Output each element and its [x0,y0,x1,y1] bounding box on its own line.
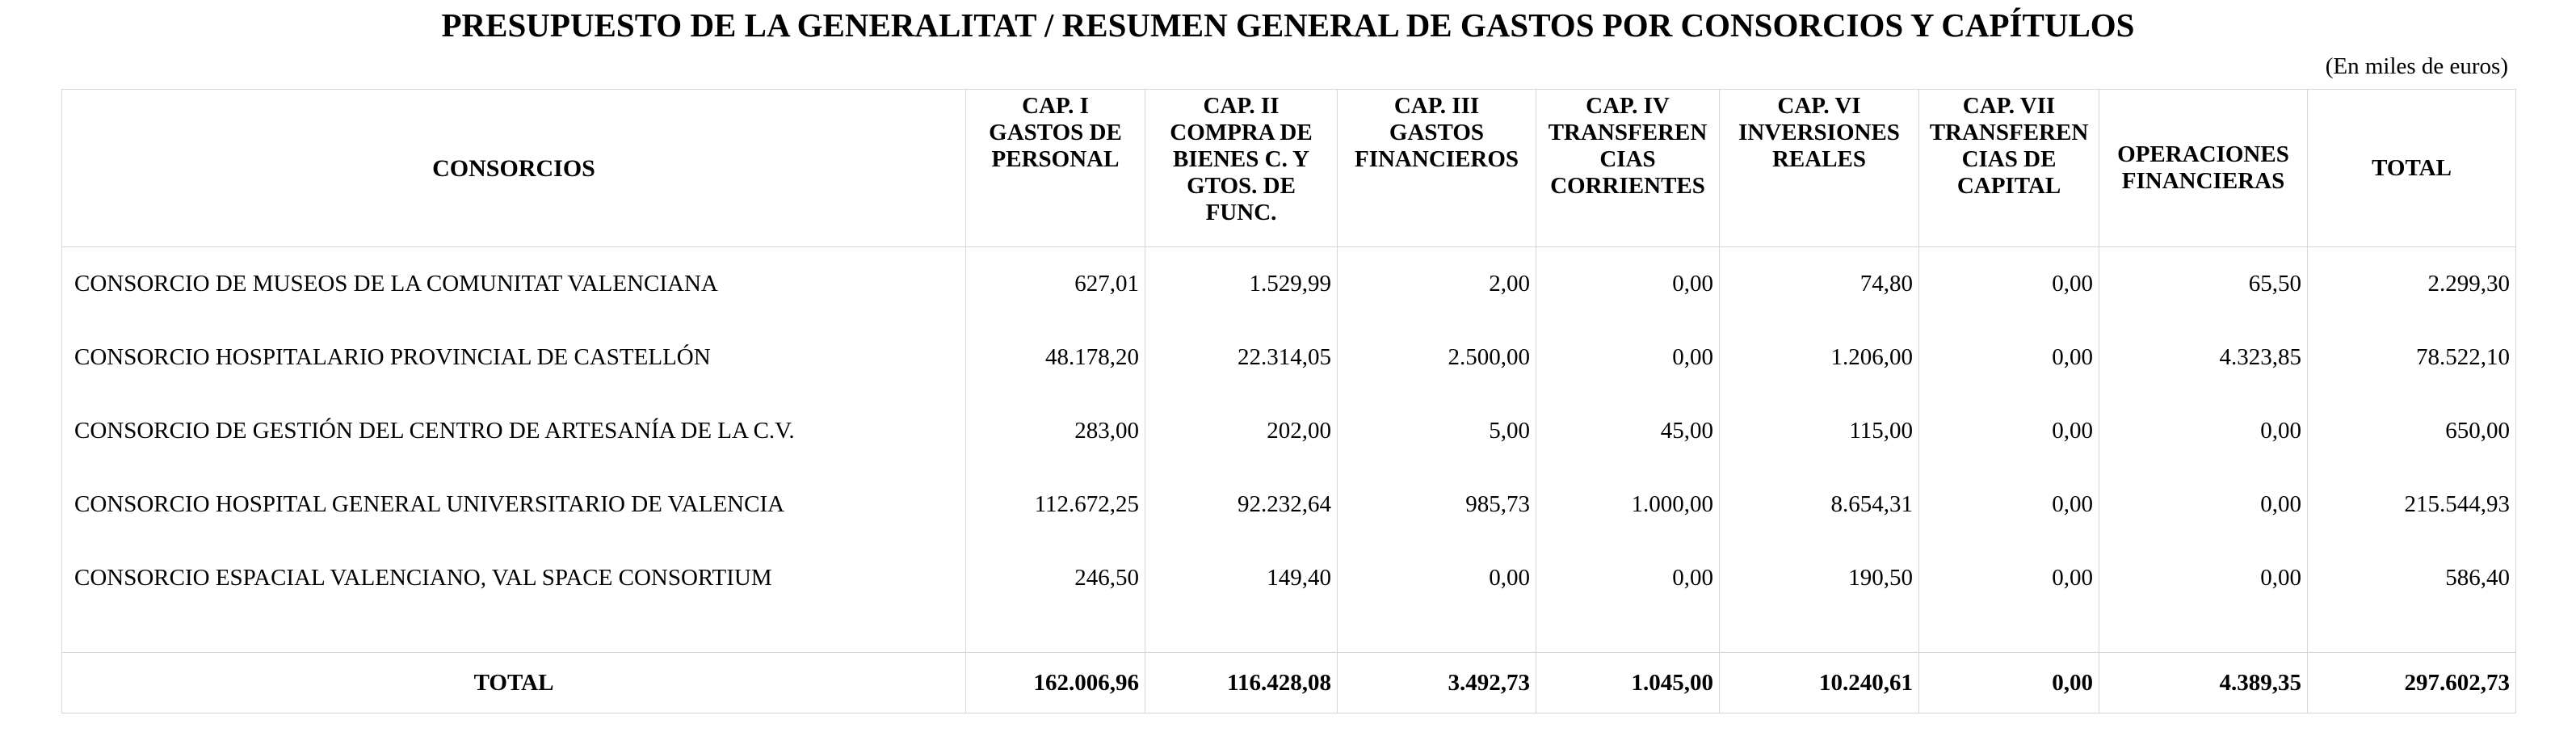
cell-cap2: 202,00 [1145,394,1338,468]
cell-cap3: 2.500,00 [1337,321,1536,394]
table-row: CONSORCIO HOSPITAL GENERAL UNIVERSITARIO… [61,468,2516,541]
header-total: TOTAL [2307,89,2516,247]
table-row: CONSORCIO ESPACIAL VALENCIANO, VAL SPACE… [61,541,2516,615]
units-note: (En miles de euros) [2325,53,2508,79]
cell-cap3: 5,00 [1337,394,1536,468]
row-name: CONSORCIO HOSPITAL GENERAL UNIVERSITARIO… [61,468,966,541]
total-cap1: 162.006,96 [965,652,1145,713]
total-opfin: 4.389,35 [2099,652,2308,713]
cell-cap6: 74,80 [1719,246,1919,321]
header-cap3: CAP. III GASTOS FINANCIEROS [1337,89,1536,247]
table-row: CONSORCIO DE GESTIÓN DEL CENTRO DE ARTES… [61,394,2516,468]
cell-total: 215.544,93 [2307,468,2516,541]
total-cap4: 1.045,00 [1536,652,1720,713]
cell-cap6: 8.654,31 [1719,468,1919,541]
row-name: CONSORCIO DE MUSEOS DE LA COMUNITAT VALE… [61,246,966,321]
spacer-cell [1536,615,1720,653]
cell-total: 650,00 [2307,394,2516,468]
cell-cap6: 1.206,00 [1719,321,1919,394]
spacer-cell [2307,615,2516,653]
total-cap7: 0,00 [1918,652,2099,713]
header-cap1: CAP. I GASTOS DE PERSONAL [965,89,1145,247]
spacer-cell [1145,615,1338,653]
cell-cap1: 48.178,20 [965,321,1145,394]
cell-cap2: 1.529,99 [1145,246,1338,321]
page-title: PRESUPUESTO DE LA GENERALITAT / RESUMEN … [441,6,2135,44]
cell-cap7: 0,00 [1918,468,2099,541]
header-row: CONSORCIOS CAP. I GASTOS DE PERSONAL CAP… [61,89,2516,247]
header-cap2: CAP. II COMPRA DE BIENES C. Y GTOS. DE F… [1145,89,1338,247]
header-operaciones-financieras: OPERACIONES FINANCIERAS [2099,89,2308,247]
cell-cap4: 1.000,00 [1536,468,1720,541]
cell-opfin: 65,50 [2099,246,2308,321]
total-cap2: 116.428,08 [1145,652,1338,713]
cell-cap4: 0,00 [1536,321,1720,394]
cell-cap6: 190,50 [1719,541,1919,615]
cell-cap7: 0,00 [1918,394,2099,468]
cell-cap2: 92.232,64 [1145,468,1338,541]
cell-total: 78.522,10 [2307,321,2516,394]
spacer-cell [965,615,1145,653]
cell-cap7: 0,00 [1918,541,2099,615]
total-total: 297.602,73 [2307,652,2516,713]
table-row: CONSORCIO DE MUSEOS DE LA COMUNITAT VALE… [61,246,2516,321]
table-row: CONSORCIO HOSPITALARIO PROVINCIAL DE CAS… [61,321,2516,394]
header-consorcios: CONSORCIOS [61,89,966,247]
totals-row: TOTAL 162.006,96 116.428,08 3.492,73 1.0… [61,652,2516,713]
cell-cap4: 0,00 [1536,541,1720,615]
header-cap4: CAP. IV TRANSFEREN CIAS CORRIENTES [1536,89,1720,247]
cell-cap1: 627,01 [965,246,1145,321]
cell-total: 2.299,30 [2307,246,2516,321]
cell-cap4: 45,00 [1536,394,1720,468]
cell-cap7: 0,00 [1918,246,2099,321]
row-name: CONSORCIO DE GESTIÓN DEL CENTRO DE ARTES… [61,394,966,468]
totals-label: TOTAL [61,652,966,713]
spacer-row [61,615,2516,653]
cell-cap6: 115,00 [1719,394,1919,468]
row-name: CONSORCIO HOSPITALARIO PROVINCIAL DE CAS… [61,321,966,394]
cell-cap1: 283,00 [965,394,1145,468]
cell-cap1: 112.672,25 [965,468,1145,541]
spacer-cell [2099,615,2308,653]
header-cap6: CAP. VI INVERSIONES REALES [1719,89,1919,247]
cell-opfin: 0,00 [2099,468,2308,541]
cell-cap3: 2,00 [1337,246,1536,321]
cell-cap4: 0,00 [1536,246,1720,321]
budget-table: CONSORCIOS CAP. I GASTOS DE PERSONAL CAP… [61,89,2516,713]
cell-cap3: 985,73 [1337,468,1536,541]
spacer-cell [1337,615,1536,653]
cell-cap3: 0,00 [1337,541,1536,615]
cell-cap7: 0,00 [1918,321,2099,394]
spacer-cell [1719,615,1919,653]
cell-total: 586,40 [2307,541,2516,615]
cell-cap2: 149,40 [1145,541,1338,615]
header-cap7: CAP. VII TRANSFEREN CIAS DE CAPITAL [1918,89,2099,247]
cell-cap1: 246,50 [965,541,1145,615]
cell-opfin: 4.323,85 [2099,321,2308,394]
spacer-cell [61,615,966,653]
cell-opfin: 0,00 [2099,394,2308,468]
cell-opfin: 0,00 [2099,541,2308,615]
row-name: CONSORCIO ESPACIAL VALENCIANO, VAL SPACE… [61,541,966,615]
cell-cap2: 22.314,05 [1145,321,1338,394]
spacer-cell [1918,615,2099,653]
total-cap3: 3.492,73 [1337,652,1536,713]
total-cap6: 10.240,61 [1719,652,1919,713]
